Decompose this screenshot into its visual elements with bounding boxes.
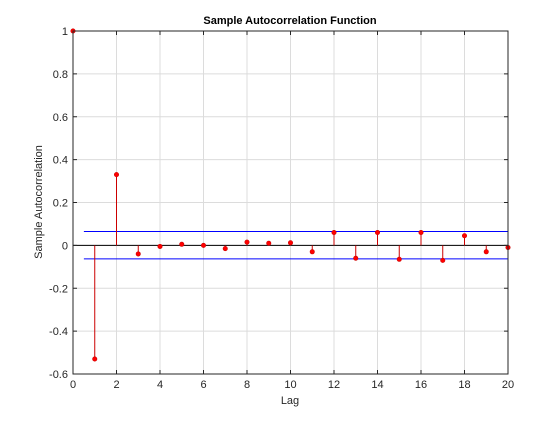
x-tick-label: 20 [502, 379, 514, 391]
y-tick-label: -0.4 [49, 326, 68, 338]
x-tick-label: 8 [244, 379, 250, 391]
chart-title: Sample Autocorrelation Function [203, 15, 376, 27]
stem-marker [396, 256, 402, 262]
x-tick-label: 0 [70, 379, 76, 391]
x-axis-label: Lag [281, 395, 299, 407]
stem-marker [309, 249, 315, 255]
stem-marker [114, 172, 120, 178]
y-tick-labels: -0.6 -0.4 -0.2 0 0.2 0.4 0.6 0.8 1 [49, 26, 68, 381]
stem-marker [483, 249, 489, 255]
y-tick-label: 0.2 [53, 198, 68, 210]
x-tick-label: 10 [284, 379, 296, 391]
x-tick-label: 2 [113, 379, 119, 391]
y-tick-label: 1 [62, 26, 68, 38]
stem-marker [92, 356, 98, 362]
stem-marker [201, 242, 207, 248]
y-axis-label: Sample Autocorrelation [33, 145, 45, 259]
y-tick-label: -0.6 [49, 369, 68, 381]
stem-marker [374, 230, 380, 236]
stem-marker [222, 246, 228, 252]
x-tick-label: 6 [200, 379, 206, 391]
markers [70, 28, 511, 362]
stem-marker [179, 241, 185, 247]
ticks [72, 30, 509, 375]
stem-marker [331, 230, 337, 236]
stem-marker [244, 239, 250, 245]
y-tick-label: 0.6 [53, 112, 68, 124]
stem-marker [440, 257, 446, 263]
x-tick-labels: 0 2 4 6 8 10 12 14 16 18 20 [70, 379, 514, 391]
stem-marker [287, 240, 293, 246]
y-tick-label: 0.8 [53, 69, 68, 81]
stem-marker [266, 240, 272, 246]
stem-marker [461, 233, 467, 239]
stem-marker [135, 251, 141, 257]
y-tick-label: 0.4 [53, 155, 68, 167]
stem-marker [418, 230, 424, 236]
y-tick-label: -0.2 [49, 283, 68, 295]
x-tick-label: 14 [371, 379, 383, 391]
stem-marker [157, 243, 163, 249]
x-tick-label: 18 [458, 379, 470, 391]
y-tick-label: 0 [62, 240, 68, 252]
confidence-bounds [83, 230, 508, 260]
x-tick-label: 12 [328, 379, 340, 391]
x-tick-label: 4 [157, 379, 163, 391]
x-tick-label: 16 [415, 379, 427, 391]
stem-marker [353, 255, 359, 261]
